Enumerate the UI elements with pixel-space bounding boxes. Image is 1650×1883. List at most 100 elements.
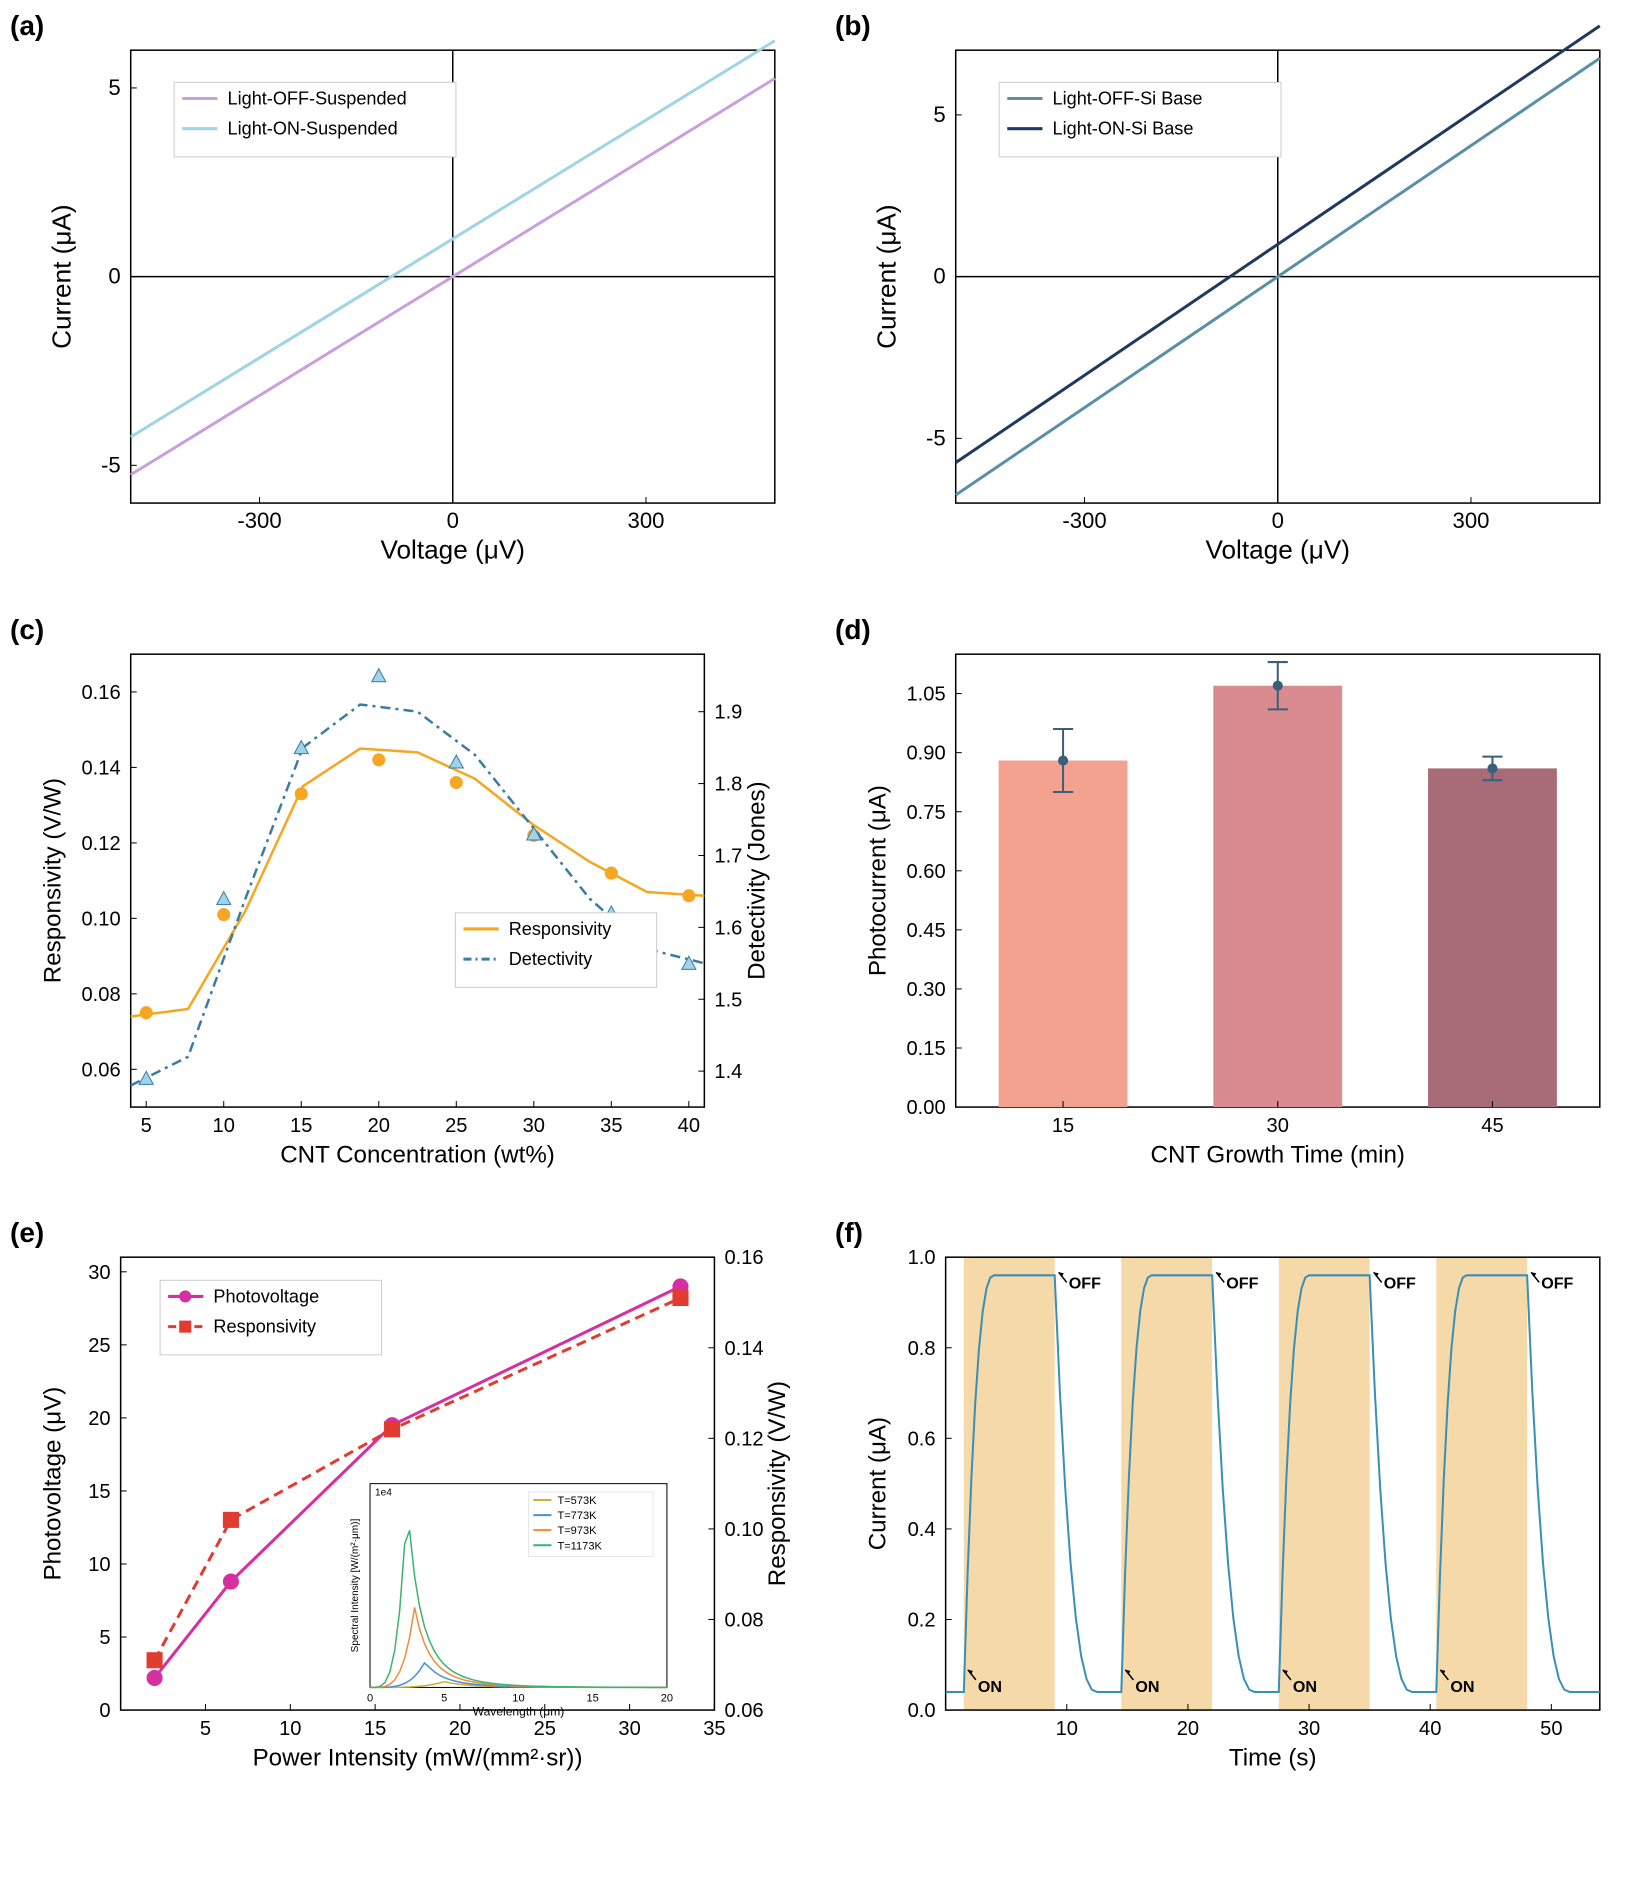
svg-text:15: 15 bbox=[587, 1693, 599, 1705]
svg-text:1.5: 1.5 bbox=[714, 989, 742, 1011]
svg-text:5: 5 bbox=[99, 1627, 110, 1649]
svg-text:Wavelength (μm): Wavelength (μm) bbox=[473, 1705, 565, 1719]
svg-text:Spectral Intensity [W/(m²·μm)]: Spectral Intensity [W/(m²·μm)] bbox=[350, 1519, 361, 1653]
svg-text:20: 20 bbox=[661, 1693, 673, 1705]
panel-e-label: (e) bbox=[10, 1217, 44, 1249]
svg-text:1.0: 1.0 bbox=[908, 1247, 936, 1269]
svg-text:ON: ON bbox=[1135, 1678, 1159, 1696]
figure-grid: (a) -3000300-505Voltage (μV)Current (μA)… bbox=[20, 20, 1630, 1791]
svg-text:0.14: 0.14 bbox=[82, 757, 121, 779]
svg-text:20: 20 bbox=[449, 1718, 471, 1740]
panel-c-chart: 5101520253035400.060.080.100.120.140.161… bbox=[20, 624, 805, 1188]
svg-text:Photocurrent (μA): Photocurrent (μA) bbox=[864, 785, 891, 976]
svg-text:300: 300 bbox=[628, 508, 665, 533]
svg-text:20: 20 bbox=[88, 1408, 110, 1430]
svg-text:Light-OFF-Si Base: Light-OFF-Si Base bbox=[1053, 89, 1203, 109]
svg-text:15: 15 bbox=[290, 1115, 312, 1137]
svg-text:Current (μA): Current (μA) bbox=[46, 204, 76, 348]
svg-text:0.4: 0.4 bbox=[908, 1519, 936, 1541]
svg-text:5: 5 bbox=[108, 75, 120, 100]
svg-text:OFF: OFF bbox=[1541, 1275, 1573, 1293]
svg-text:Responsivity (V/W): Responsivity (V/W) bbox=[764, 1381, 791, 1586]
svg-text:0.90: 0.90 bbox=[907, 742, 946, 764]
panel-d-chart: 0.000.150.300.450.600.750.901.05153045CN… bbox=[845, 624, 1630, 1188]
svg-text:0: 0 bbox=[367, 1693, 373, 1705]
panel-b: (b) -3000300-505Voltage (μV)Current (μA)… bbox=[845, 20, 1630, 584]
svg-text:0.12: 0.12 bbox=[724, 1429, 763, 1451]
svg-text:1.9: 1.9 bbox=[714, 701, 742, 723]
svg-text:25: 25 bbox=[534, 1718, 556, 1740]
svg-text:OFF: OFF bbox=[1069, 1275, 1101, 1293]
svg-text:T=1173K: T=1173K bbox=[557, 1540, 602, 1552]
svg-text:0.0: 0.0 bbox=[908, 1700, 936, 1722]
panel-c-label: (c) bbox=[10, 614, 44, 646]
svg-text:0: 0 bbox=[1272, 508, 1284, 533]
svg-text:0: 0 bbox=[108, 264, 120, 289]
svg-text:-300: -300 bbox=[237, 508, 281, 533]
svg-text:30: 30 bbox=[88, 1262, 110, 1284]
svg-text:5: 5 bbox=[141, 1115, 152, 1137]
svg-text:-5: -5 bbox=[101, 452, 121, 477]
svg-text:300: 300 bbox=[1453, 508, 1490, 533]
svg-text:CNT Growth Time (min): CNT Growth Time (min) bbox=[1151, 1141, 1405, 1168]
svg-text:0.45: 0.45 bbox=[907, 919, 946, 941]
svg-text:OFF: OFF bbox=[1226, 1275, 1258, 1293]
panel-b-label: (b) bbox=[835, 10, 871, 42]
svg-text:35: 35 bbox=[600, 1115, 622, 1137]
svg-text:15: 15 bbox=[364, 1718, 386, 1740]
svg-text:0.00: 0.00 bbox=[907, 1097, 946, 1119]
svg-text:10: 10 bbox=[279, 1718, 301, 1740]
panel-f-label: (f) bbox=[835, 1217, 863, 1249]
svg-text:ON: ON bbox=[978, 1678, 1002, 1696]
panel-f: (f) 10203040500.00.20.40.60.81.0ONOFFONO… bbox=[845, 1227, 1630, 1791]
svg-text:20: 20 bbox=[1177, 1718, 1199, 1740]
svg-text:0.10: 0.10 bbox=[724, 1519, 763, 1541]
svg-text:0.16: 0.16 bbox=[724, 1247, 763, 1269]
svg-text:0.8: 0.8 bbox=[908, 1338, 936, 1360]
panel-a: (a) -3000300-505Voltage (μV)Current (μA)… bbox=[20, 20, 805, 584]
panel-e: (e) 51015202530350510152025300.060.080.1… bbox=[20, 1227, 805, 1791]
svg-text:CNT Concentration (wt%): CNT Concentration (wt%) bbox=[280, 1141, 555, 1168]
svg-text:-5: -5 bbox=[926, 425, 946, 450]
svg-text:10: 10 bbox=[213, 1115, 235, 1137]
svg-text:Responsivity (V/W): Responsivity (V/W) bbox=[39, 778, 66, 983]
svg-text:10: 10 bbox=[512, 1693, 524, 1705]
svg-text:Current (μA): Current (μA) bbox=[864, 1417, 891, 1550]
svg-text:0.60: 0.60 bbox=[907, 860, 946, 882]
svg-text:0.14: 0.14 bbox=[724, 1338, 763, 1360]
svg-text:50: 50 bbox=[1540, 1718, 1562, 1740]
svg-text:Power Intensity (mW/(mm²·sr)): Power Intensity (mW/(mm²·sr)) bbox=[253, 1745, 583, 1772]
svg-text:Photovoltage (μV): Photovoltage (μV) bbox=[39, 1387, 66, 1581]
panel-e-chart: 51015202530350510152025300.060.080.100.1… bbox=[20, 1227, 805, 1791]
svg-text:1.4: 1.4 bbox=[714, 1061, 742, 1083]
svg-text:0: 0 bbox=[933, 264, 945, 289]
svg-text:0.6: 0.6 bbox=[908, 1429, 936, 1451]
svg-text:40: 40 bbox=[1419, 1718, 1441, 1740]
svg-text:0: 0 bbox=[447, 508, 459, 533]
svg-text:1.6: 1.6 bbox=[714, 917, 742, 939]
panel-a-label: (a) bbox=[10, 10, 44, 42]
svg-text:Light-OFF-Suspended: Light-OFF-Suspended bbox=[228, 89, 407, 109]
svg-text:20: 20 bbox=[368, 1115, 390, 1137]
svg-text:0.12: 0.12 bbox=[82, 833, 121, 855]
svg-text:10: 10 bbox=[1056, 1718, 1078, 1740]
svg-text:15: 15 bbox=[1052, 1115, 1074, 1137]
svg-text:0.2: 0.2 bbox=[908, 1610, 936, 1632]
panel-d-label: (d) bbox=[835, 614, 871, 646]
svg-text:0.10: 0.10 bbox=[82, 908, 121, 930]
svg-text:0.08: 0.08 bbox=[82, 983, 121, 1005]
svg-text:Responsivity: Responsivity bbox=[213, 1317, 317, 1337]
svg-text:30: 30 bbox=[523, 1115, 545, 1137]
svg-text:5: 5 bbox=[933, 102, 945, 127]
svg-text:0: 0 bbox=[99, 1700, 110, 1722]
svg-text:1.8: 1.8 bbox=[714, 773, 742, 795]
svg-text:0.08: 0.08 bbox=[724, 1610, 763, 1632]
svg-text:T=573K: T=573K bbox=[557, 1495, 597, 1507]
svg-text:OFF: OFF bbox=[1384, 1275, 1416, 1293]
svg-text:ON: ON bbox=[1293, 1678, 1317, 1696]
svg-text:5: 5 bbox=[200, 1718, 211, 1740]
svg-text:Time (s): Time (s) bbox=[1229, 1745, 1317, 1772]
svg-text:Responsivity: Responsivity bbox=[509, 919, 613, 939]
svg-text:1.7: 1.7 bbox=[714, 845, 742, 867]
svg-text:0.16: 0.16 bbox=[82, 682, 121, 704]
